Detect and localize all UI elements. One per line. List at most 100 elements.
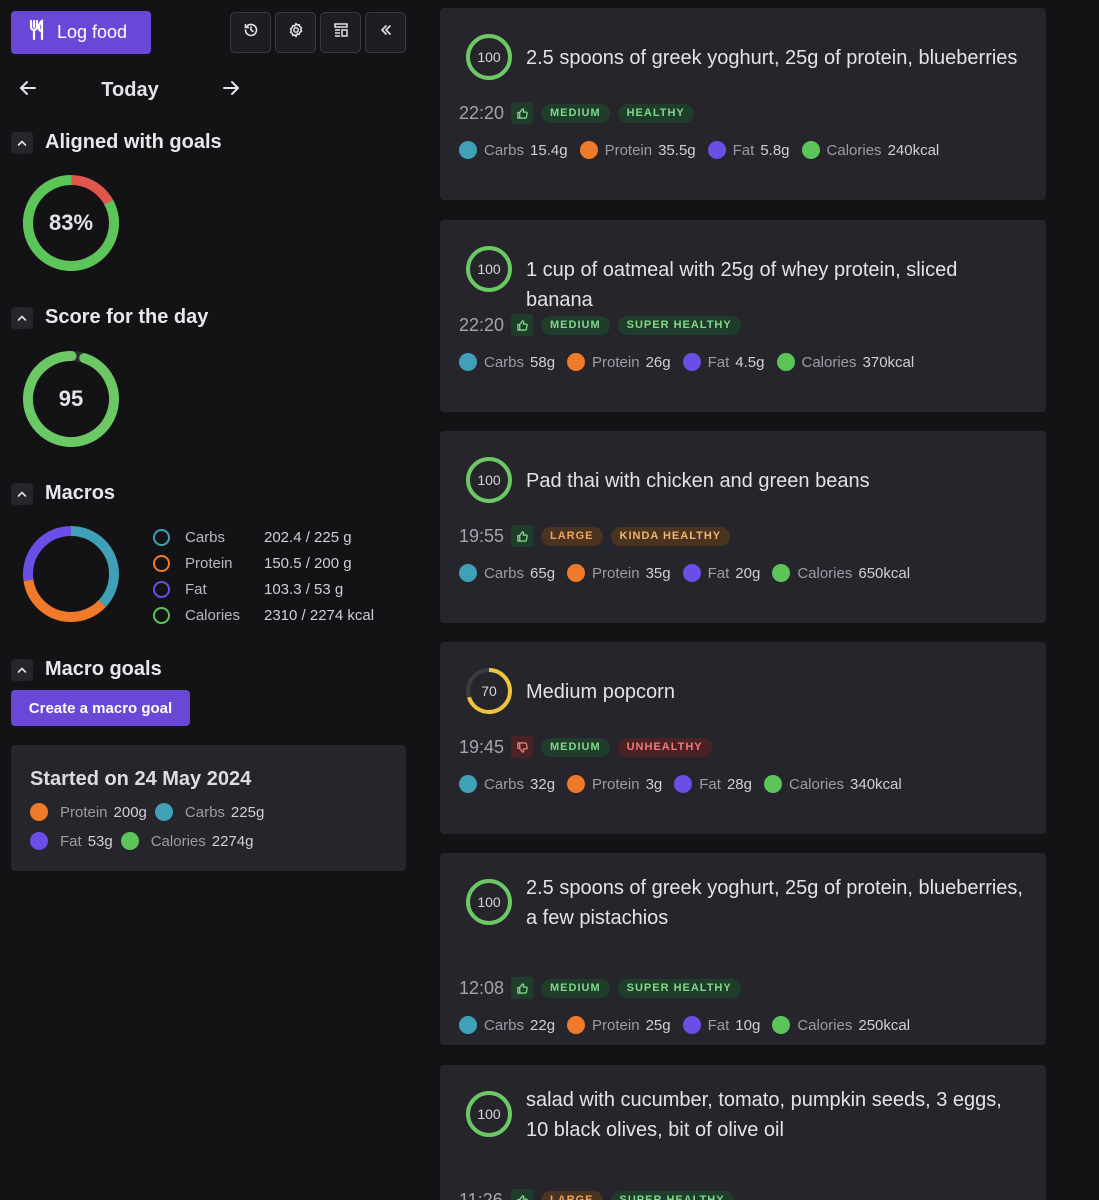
macros-title: Macros <box>45 482 116 504</box>
calories-value: 250kcal <box>858 1016 911 1034</box>
history-button[interactable] <box>230 12 271 53</box>
aligned-collapse-button[interactable] <box>11 131 33 154</box>
calories-label: Calories <box>797 1016 853 1034</box>
meal-score-value: 100 <box>477 49 501 65</box>
macros-donut <box>22 525 120 623</box>
macro-goal-line-2: Fat 53g Calories 2274g <box>30 832 253 850</box>
meal-meta: 19:55 LARGE KINDA HEALTHY <box>459 525 738 547</box>
thumbs-up-icon[interactable] <box>511 977 533 999</box>
fat-label: Fat <box>732 141 755 159</box>
layout-button[interactable] <box>320 12 361 53</box>
chevron-up-icon <box>17 661 27 679</box>
protein-dot-icon <box>567 1016 586 1034</box>
meal-card[interactable]: 100 1 cup of oatmeal with 25g of whey pro… <box>440 220 1046 412</box>
health-badge: SUPER HEALTHY <box>617 978 741 998</box>
log-food-label: Log food <box>57 22 128 42</box>
protein-label: Protein <box>592 1016 640 1034</box>
macro-name: Protein <box>185 554 233 572</box>
current-day-label: Today <box>101 79 159 101</box>
calories-dot-icon <box>772 1016 791 1034</box>
chevron-up-icon <box>17 309 27 327</box>
protein-value: 26g <box>645 353 671 371</box>
macro-goal-card[interactable]: Started on 24 May 2024 Protein 200g Carb… <box>11 745 406 871</box>
macro-goal-title: Started on 24 May 2024 <box>30 768 252 790</box>
meal-card[interactable]: 100 Pad thai with chicken and green beans… <box>440 431 1046 623</box>
carbs-label: Carbs <box>484 353 525 371</box>
thumbs-up-icon[interactable] <box>511 1189 533 1200</box>
gear-icon <box>288 22 304 43</box>
meal-score-ring: 100 <box>464 1089 514 1139</box>
calories-label: Calories <box>788 775 845 793</box>
macro-value: 2310 / 2274 kcal <box>264 606 375 624</box>
meal-card[interactable]: 100 salad with cucumber, tomato, pumpkin … <box>440 1065 1046 1200</box>
meal-macros: Carbs 22g Protein 25g Fat 10g Calories 250kcal <box>459 1016 922 1034</box>
protein-value: 35.5g <box>658 141 696 159</box>
meal-card[interactable]: 100 2.5 spoons of greek yoghurt, 25g of p… <box>440 853 1046 1045</box>
protein-label: Protein <box>592 353 640 371</box>
protein-ring-icon <box>153 554 170 572</box>
previous-day-button[interactable] <box>16 78 40 102</box>
thumbs-up-icon[interactable] <box>511 102 533 124</box>
macros-donut-protein <box>23 526 119 622</box>
fat-value: 28g <box>726 775 752 793</box>
macros-collapse-button[interactable] <box>11 482 33 505</box>
score-section-header: Score for the day <box>11 306 208 329</box>
macro-goals-collapse-button[interactable] <box>11 658 33 681</box>
thumbs-down-icon[interactable] <box>511 736 533 758</box>
fat-dot-icon <box>707 141 726 159</box>
fat-label: Fat <box>707 564 730 582</box>
meal-card[interactable]: 70 Medium popcorn 19:45 MEDIUM UNHEALTHY Carb… <box>440 642 1046 834</box>
meal-score-progress <box>466 1091 512 1137</box>
macros-donut-fat <box>23 526 119 622</box>
fat-value: 5.8g <box>760 141 790 159</box>
carbs-dot-icon <box>459 775 477 793</box>
calories-value: 650kcal <box>858 564 911 582</box>
macro-goal-line-1: Protein 200g Carbs 225g <box>30 803 264 821</box>
thumbs-up-icon[interactable] <box>511 525 533 547</box>
fat-value: 10g <box>735 1016 761 1034</box>
portion-badge: MEDIUM <box>541 315 610 335</box>
meal-meta: 12:08 MEDIUM SUPER HEALTHY <box>459 977 749 999</box>
meal-macros: Carbs 32g Protein 3g Fat 28g Calories 340kcal <box>459 775 914 793</box>
collapse-sidebar-button[interactable] <box>365 12 406 53</box>
meal-macros: Carbs 15.4g Protein 35.5g Fat 5.8g Calories 240… <box>459 141 951 159</box>
thumbs-up-icon[interactable] <box>511 314 533 336</box>
portion-badge: MEDIUM <box>541 737 610 757</box>
calories-label: Calories <box>826 141 882 159</box>
meal-title: Pad thai with chicken and green beans <box>526 470 870 492</box>
log-food-button[interactable]: Log food <box>11 11 151 54</box>
carbs-dot-icon <box>459 1016 477 1034</box>
calories-label: Calories <box>801 353 857 371</box>
health-badge: HEALTHY <box>617 103 694 123</box>
create-macro-goal-button[interactable]: Create a macro goal <box>11 690 190 726</box>
carbs-value: 65g <box>530 564 556 582</box>
meal-meta: 22:20 MEDIUM SUPER HEALTHY <box>459 314 749 336</box>
aligned-title: Aligned with goals <box>45 131 222 153</box>
carbs-value: 58g <box>530 353 556 371</box>
score-collapse-button[interactable] <box>11 306 33 329</box>
calories-ring-icon <box>153 606 170 624</box>
fork-knife-icon <box>27 19 47 46</box>
goal-fat-label: Fat <box>60 832 82 850</box>
goal-protein-label: Protein <box>60 803 108 821</box>
meal-card[interactable]: 100 2.5 spoons of greek yoghurt, 25g of p… <box>440 8 1046 200</box>
meal-score-value: 100 <box>477 894 501 910</box>
goal-carbs-label: Carbs <box>184 803 225 821</box>
carbs-label: Carbs <box>484 775 525 793</box>
macro-value: 103.3 / 53 g <box>264 580 344 598</box>
meal-time: 12:08 <box>459 977 505 998</box>
carbs-label: Carbs <box>484 564 525 582</box>
next-day-button[interactable] <box>219 78 243 102</box>
meal-macros: Carbs 58g Protein 26g Fat 4.5g Calories 370kcal <box>459 353 926 371</box>
carbs-ring-icon <box>153 528 170 546</box>
goal-calories-label: Calories <box>150 832 206 850</box>
portion-badge: LARGE <box>541 1190 603 1200</box>
health-badge: KINDA HEALTHY <box>610 526 731 546</box>
protein-label: Protein <box>592 564 640 582</box>
aligned-ring: 83% <box>22 174 120 272</box>
score-value: 95 <box>58 386 84 411</box>
chevrons-left-icon <box>378 22 394 43</box>
meal-score-progress <box>466 457 512 503</box>
settings-button[interactable] <box>275 12 316 53</box>
calories-dot-icon <box>772 564 791 582</box>
